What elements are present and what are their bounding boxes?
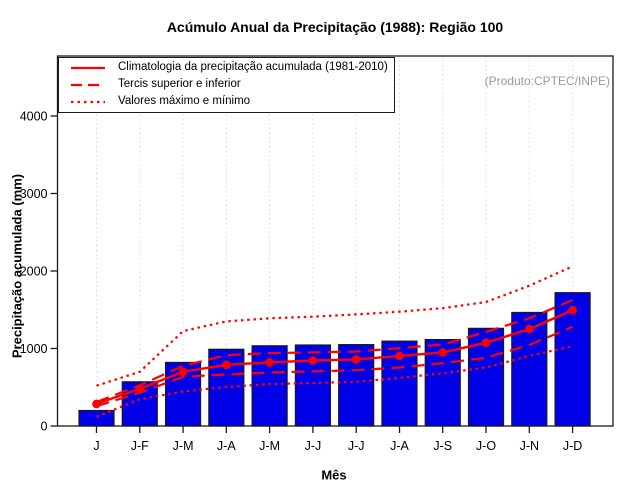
- gridlines: [96, 56, 574, 426]
- series-tercil-inferior: [96, 325, 574, 408]
- data-point: [222, 360, 231, 370]
- x-tick-label: J-S: [433, 439, 452, 453]
- chart-legend: Climatologia da precipitação acumulada (…: [58, 57, 395, 113]
- solid-line-icon: [71, 66, 105, 70]
- data-point: [395, 351, 404, 361]
- series-valor-minimo: [96, 345, 573, 418]
- legend-item-climatologia: Climatologia da precipitação acumulada (…: [70, 61, 394, 76]
- dashed-line-icon: [71, 83, 105, 87]
- chart-title: Acúmulo Anual da Precipitação (1988): Re…: [166, 19, 504, 35]
- x-tick-label: J-O: [476, 439, 496, 453]
- legend-item-tercis: Tercis superior e inferior: [70, 78, 394, 93]
- y-tick-label: 4000: [20, 110, 48, 124]
- x-tick-label: J: [93, 439, 99, 453]
- x-tick-label: J-F: [131, 439, 149, 453]
- x-tick-label: J-A: [390, 439, 409, 453]
- x-tick-label: J-A: [217, 439, 236, 453]
- series-tercil-superior: [96, 299, 574, 404]
- x-tick-label: J-N: [520, 439, 539, 453]
- plot-frame: [56, 55, 614, 427]
- dotted-line-icon: [71, 100, 105, 104]
- data-point: [481, 338, 491, 348]
- series-valor-maximo: [96, 265, 574, 387]
- y-axis: 0 1000 2000 3000 4000: [20, 110, 58, 434]
- data-point: [308, 356, 318, 365]
- data-point: [92, 399, 101, 409]
- data-point: [525, 324, 534, 334]
- data-point: [265, 358, 274, 367]
- x-tick-label: J-M: [173, 439, 194, 453]
- y-tick-label: 3000: [20, 187, 48, 201]
- series-climatologia-da-precipitacao-acumulada-1981-2010: [92, 305, 577, 409]
- legend-item-max-min: Valores máximo e mínimo: [70, 95, 394, 110]
- legend-label: Climatologia da precipitação acumulada (…: [118, 61, 388, 74]
- data-point: [178, 367, 188, 377]
- data-point: [351, 355, 361, 364]
- data-point: [135, 384, 145, 394]
- y-tick-label: 2000: [20, 265, 48, 279]
- legend-label: Valores máximo e mínimo: [118, 95, 251, 108]
- x-axis: J J-F J-M J-A J-M J-J J-J J-A J-S J-O J-N J-D: [93, 426, 582, 453]
- data-point: [568, 305, 577, 315]
- data-point: [438, 348, 448, 357]
- y-tick-label: 1000: [20, 342, 48, 356]
- x-tick-label: J-J: [305, 439, 322, 453]
- y-axis-title: Precipitação acumulada (mm): [9, 173, 25, 359]
- product-watermark: (Produto:CPTEC/INPE): [484, 74, 610, 88]
- x-tick-label: J-M: [259, 439, 280, 453]
- legend-label: Tercis superior e inferior: [118, 78, 241, 91]
- x-axis-title: Mês: [321, 467, 347, 483]
- x-tick-label: J-J: [348, 439, 365, 453]
- y-tick-label: 0: [41, 420, 48, 434]
- x-tick-label: J-D: [563, 439, 582, 453]
